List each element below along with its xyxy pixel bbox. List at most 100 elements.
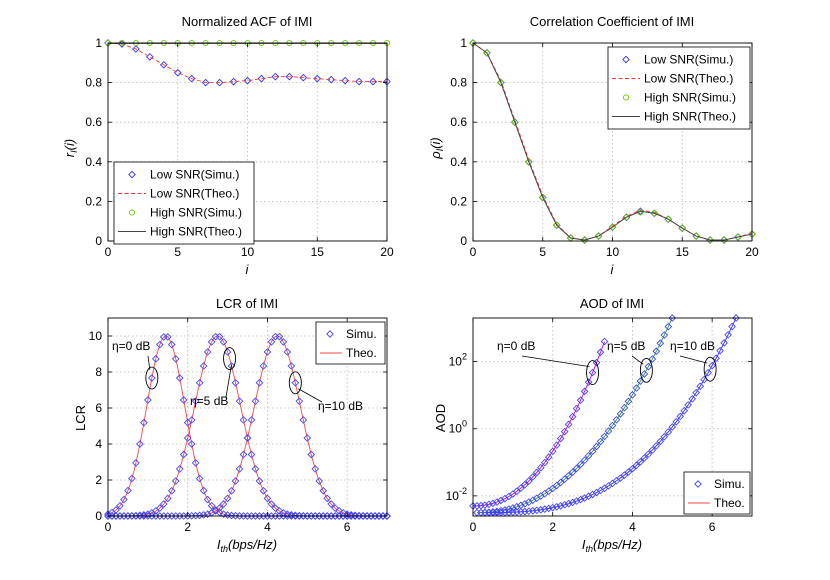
lcr-simu-point <box>231 477 240 485</box>
aod-simu-point <box>524 477 533 485</box>
cc-legend-label: High SNR(Simu.) <box>644 91 736 105</box>
lcr-simu-point <box>263 494 272 503</box>
acf-ytick-label: 0.2 <box>85 194 102 208</box>
aod-simu-point <box>481 501 489 509</box>
acf-legend: Low SNR(Simu.) Low SNR(Theo.) High SNR(Sim… <box>113 161 255 245</box>
aod-simu-point <box>513 487 521 496</box>
acf-ytick-label: 0 <box>95 234 102 248</box>
lcr-simu-point <box>151 354 160 363</box>
lcr-simu-point <box>223 494 232 503</box>
acf-xtick-label: 15 <box>311 245 325 259</box>
lcr-simu-point <box>299 416 308 424</box>
lcr-simu-point <box>195 474 204 483</box>
lcr-simu-point <box>311 465 320 473</box>
aod-simu-point <box>720 339 728 347</box>
cc-point <box>497 79 504 86</box>
cc-xtick-label: 0 <box>470 245 477 259</box>
aod-simu-point <box>712 354 720 363</box>
lcr-simu-point <box>291 378 300 387</box>
aod-simu-point <box>548 447 557 456</box>
lcr-simu-point <box>155 340 164 349</box>
aod-simu-point <box>660 331 669 339</box>
aod-simu-point <box>580 387 589 396</box>
aod-simu-point <box>564 471 573 480</box>
lcr-simu-point <box>231 378 240 387</box>
aod-annotation-label: η=5 dB <box>607 339 645 353</box>
lcr-simu-point <box>247 450 256 459</box>
acf-point <box>229 77 238 86</box>
lcr-simu-point <box>175 465 184 473</box>
cc-legend-label: Low SNR(Simu.) <box>644 53 733 67</box>
aod-simu-point <box>501 506 509 514</box>
aod-annotation-arrow <box>679 355 708 364</box>
aod-simu-point <box>624 468 633 476</box>
lcr-simu-point <box>104 510 112 518</box>
acf-point <box>285 72 294 81</box>
lcr-simu-point <box>128 474 136 483</box>
acf-point <box>313 74 322 83</box>
acf-legend-label: Low SNR(Theo.) <box>150 187 239 201</box>
lcr-simu-point <box>275 507 284 515</box>
aod-simu-point <box>728 322 736 331</box>
aod-simu-point <box>628 391 637 399</box>
aod-title: AOD of IMI <box>580 296 644 311</box>
aod-simu-point <box>564 499 573 508</box>
aod-simu-point <box>672 417 681 426</box>
lcr-simu-point <box>163 333 172 341</box>
lcr-simu-point <box>199 511 208 519</box>
aod-simu-point <box>612 415 621 424</box>
acf-point <box>173 68 182 77</box>
lcr-simu-point <box>175 374 184 382</box>
lcr-simu-point <box>191 459 200 467</box>
lcr-highlight-ellipse <box>223 347 237 370</box>
lcr-simu-point <box>255 477 264 485</box>
lcr-simu-point <box>199 362 208 370</box>
acf-ytick-label: 0.8 <box>85 76 102 90</box>
lcr-simu-point <box>120 495 128 504</box>
lcr-simu-point <box>179 396 188 404</box>
aod-simu-point <box>552 481 561 490</box>
aod-simu-point <box>560 500 569 509</box>
lcr-simu-point <box>267 338 276 346</box>
aod-simu-point <box>608 421 617 430</box>
aod-simu-point <box>708 361 716 370</box>
lcr-frame <box>107 317 388 517</box>
acf-point <box>355 77 363 86</box>
aod-simu-point <box>652 347 661 356</box>
lcr-ytick-label: 6 <box>95 401 102 415</box>
acf-point <box>299 73 308 82</box>
aod-simu-point <box>600 432 609 441</box>
aod-simu-point <box>576 460 585 469</box>
lcr-ytick-label: 2 <box>95 473 102 487</box>
lcr-simu-point <box>144 396 152 404</box>
lcr-simu-point <box>279 338 288 346</box>
aod-simu-point <box>548 503 557 512</box>
lcr-simu-point <box>255 378 264 387</box>
lcr-simu-point <box>179 450 188 459</box>
aod-simu-point <box>520 499 529 508</box>
acf-point <box>271 72 280 81</box>
lcr-annotation-label: η=0 dB <box>112 339 150 353</box>
acf-point <box>341 76 349 85</box>
lcr-ytick-label: 0 <box>95 509 102 523</box>
cc-ytick-label: 0 <box>460 234 467 248</box>
acf-point <box>243 76 252 85</box>
aod-simu-point <box>628 464 637 473</box>
acf-ytick-label: 1 <box>95 36 102 50</box>
aod-simu-point <box>560 427 569 436</box>
lcr-simu-point <box>207 338 216 346</box>
lcr-simu-point <box>207 501 216 510</box>
aod-simu-point <box>532 468 541 477</box>
lcr-annotation-arrow <box>298 388 323 403</box>
acf-title: Normalized ACF of IMI <box>182 14 313 29</box>
aod-simu-point <box>676 412 685 421</box>
aod-ytick-label: 10-2 <box>446 486 467 503</box>
aod-simu-point <box>588 368 597 377</box>
aod-simu-point <box>692 388 701 397</box>
lcr-simu-point <box>155 504 164 512</box>
aod-ytick-exponent: -2 <box>459 486 467 496</box>
lcr-simu-point <box>171 354 180 363</box>
cc-point <box>623 214 630 221</box>
lcr-xtick-label: 0 <box>105 520 112 534</box>
